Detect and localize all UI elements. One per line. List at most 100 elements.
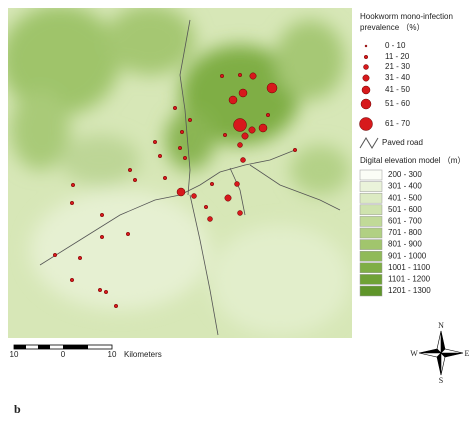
legend-swatch: [359, 262, 383, 274]
survey-point: [234, 181, 240, 187]
legend-swatch: [359, 239, 383, 250]
legend-symbol: [360, 98, 372, 110]
survey-point: [125, 231, 131, 237]
compass-n: N: [438, 321, 444, 330]
survey-point: [99, 234, 105, 240]
survey-point: [207, 216, 213, 222]
legend-label: 200 - 300: [388, 170, 422, 179]
legend-label: 301 - 400: [388, 182, 422, 191]
legend-label: 1201 - 1300: [388, 286, 431, 295]
legend-label: 61 - 70: [385, 119, 410, 128]
legend-label: 31 - 40: [385, 73, 410, 82]
survey-point: [222, 132, 228, 138]
legend-symbol: [363, 64, 369, 70]
legend-label: 41 - 50: [385, 85, 410, 94]
survey-point: [240, 157, 246, 163]
survey-point: [249, 72, 257, 80]
legend-swatch: [359, 192, 383, 204]
scale-label: 10: [108, 350, 117, 359]
legend-title: prevalence （%）: [360, 23, 424, 32]
survey-points: [52, 72, 298, 309]
compass: [418, 330, 464, 376]
elevation-map: [8, 8, 352, 338]
legend-swatch: [359, 169, 383, 181]
legend-label: 701 - 800: [388, 228, 422, 237]
survey-point: [191, 193, 197, 199]
survey-point: [203, 204, 209, 210]
scale-bar: [13, 344, 113, 350]
scale-label: 10: [10, 350, 19, 359]
legend-symbol: [362, 74, 370, 82]
compass-s: S: [439, 376, 443, 385]
legend-swatch: [359, 204, 383, 216]
survey-point: [77, 255, 83, 261]
panel-label: b: [14, 402, 21, 416]
survey-point: [182, 155, 188, 161]
legend-label: 801 - 900: [388, 240, 422, 249]
survey-point: [69, 200, 75, 206]
legend-title: Hookworm mono-infection: [360, 12, 453, 21]
survey-point: [172, 105, 178, 111]
survey-point: [127, 167, 133, 173]
legend-symbol: [363, 54, 369, 60]
scale-unit: Kilometers: [124, 350, 162, 359]
survey-point: [176, 187, 186, 197]
legend-label: 1001 - 1100: [388, 263, 431, 272]
survey-point: [233, 118, 247, 132]
survey-point: [177, 145, 183, 151]
road-label: Paved road: [382, 138, 423, 147]
legend-swatch: [359, 181, 383, 192]
survey-point: [152, 139, 158, 145]
compass-w: W: [410, 349, 418, 358]
survey-point: [238, 88, 248, 98]
survey-point: [162, 175, 168, 181]
scale-label: 0: [61, 350, 66, 359]
legend-symbol: [364, 44, 368, 48]
survey-point: [241, 132, 249, 140]
survey-point: [187, 117, 193, 123]
legend-label: 601 - 700: [388, 217, 422, 226]
survey-point: [237, 142, 243, 148]
legend-label: 401 - 500: [388, 193, 422, 202]
legend-label: 1101 - 1200: [388, 275, 431, 284]
legend-swatch: [359, 274, 383, 285]
legend-label: 21 - 30: [385, 62, 410, 71]
road-symbol: [359, 137, 379, 149]
compass-e: E: [465, 349, 470, 358]
survey-point: [132, 177, 138, 183]
legend-swatch: [359, 227, 383, 239]
survey-point: [179, 129, 185, 135]
legend-label: 501 - 600: [388, 205, 422, 214]
legend-swatch: [359, 250, 383, 262]
legend-label: 51 - 60: [385, 99, 410, 108]
legend-label: 901 - 1000: [388, 251, 427, 260]
survey-point: [219, 73, 225, 79]
legend-swatch: [359, 216, 383, 227]
legend-symbol: [361, 85, 371, 95]
survey-point: [97, 287, 103, 293]
survey-point: [69, 277, 75, 283]
survey-point: [113, 303, 119, 309]
survey-point: [70, 182, 76, 188]
roads: [39, 19, 341, 336]
survey-point: [248, 126, 256, 134]
survey-point: [103, 289, 109, 295]
survey-point: [99, 212, 105, 218]
survey-point: [237, 210, 243, 216]
legend-swatch: [359, 285, 383, 297]
survey-point: [266, 82, 278, 94]
legend-label: 11 - 20: [385, 52, 410, 61]
survey-point: [228, 95, 238, 105]
survey-point: [52, 252, 58, 258]
survey-point: [265, 112, 271, 118]
survey-point: [258, 123, 268, 133]
survey-point: [237, 72, 243, 78]
legend-label: 0 - 10: [385, 41, 406, 50]
survey-point: [292, 147, 298, 153]
survey-point: [157, 153, 163, 159]
survey-point: [224, 194, 232, 202]
legend-symbol: [359, 117, 373, 131]
survey-point: [209, 181, 215, 187]
